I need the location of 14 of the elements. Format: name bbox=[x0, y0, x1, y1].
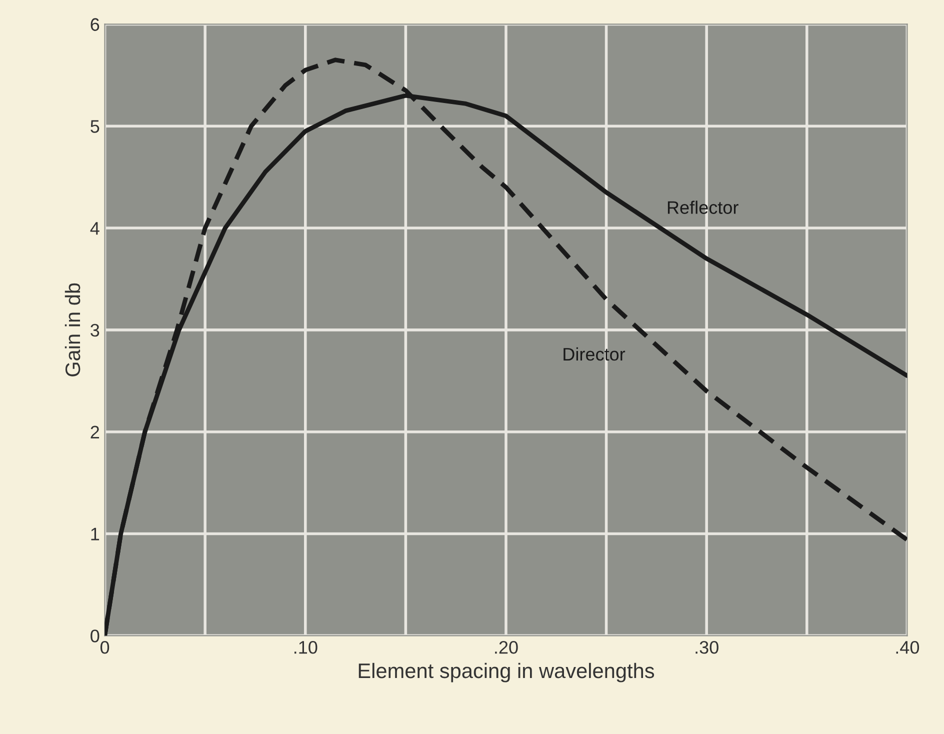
y-tick-label: 5 bbox=[90, 120, 100, 133]
x-tick-label: .10 bbox=[294, 640, 318, 654]
x-tick-label: .40 bbox=[896, 640, 920, 654]
y-tick-label: 6 bbox=[90, 18, 100, 31]
y-tick-label: 2 bbox=[90, 426, 100, 438]
x-axis-title: Element spacing in wavelengths bbox=[358, 662, 654, 682]
x-tick-label: .20 bbox=[495, 640, 518, 654]
y-axis-title: Gain in db bbox=[64, 283, 80, 376]
y-tick-label: 1 bbox=[91, 528, 100, 540]
x-tick-label: 0 bbox=[100, 640, 110, 654]
y-tick-label: 4 bbox=[90, 222, 100, 235]
y-tick-label: 0 bbox=[90, 630, 100, 642]
y-tick-label: 3 bbox=[90, 324, 100, 337]
x-tick-label: .30 bbox=[696, 640, 718, 654]
